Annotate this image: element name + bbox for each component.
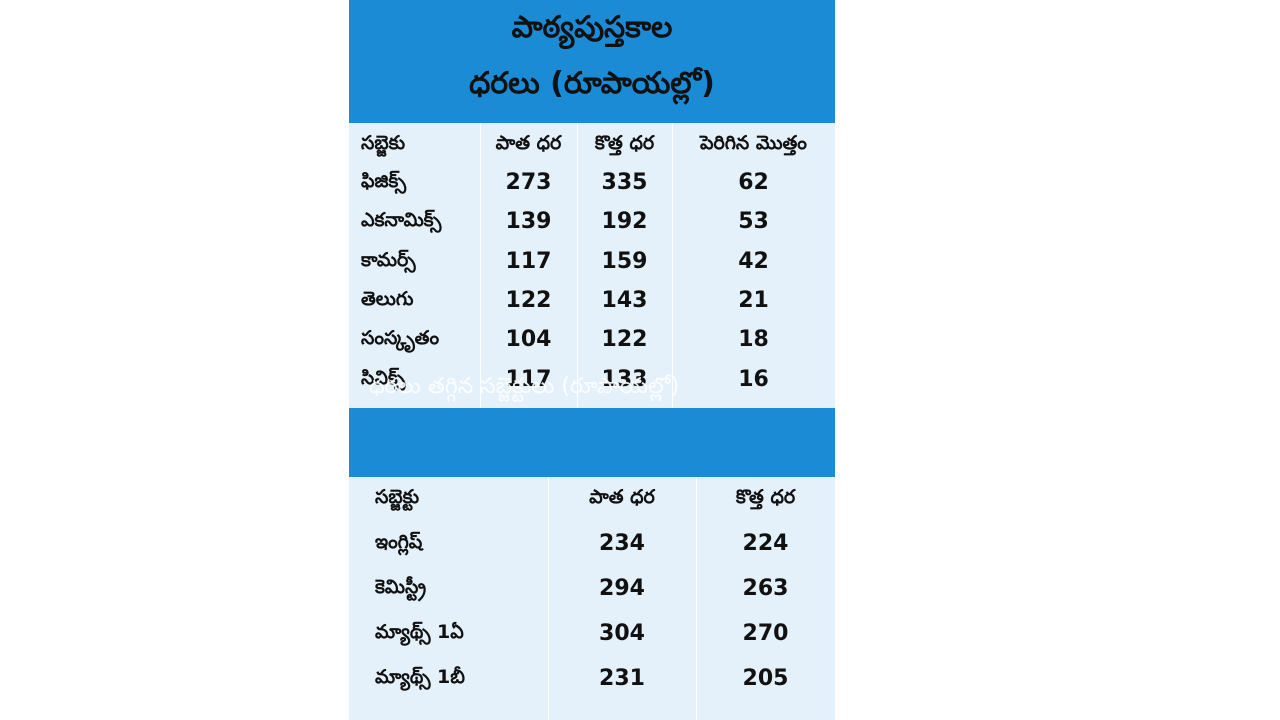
- cell-value: 104: [505, 327, 552, 353]
- column-line: [480, 123, 481, 408]
- row-label: ఎకనామిక్స్: [361, 209, 442, 232]
- row-label: ఫిజిక్స్: [361, 170, 407, 192]
- cell-value: 122: [601, 327, 648, 353]
- cell-value: 18: [738, 327, 769, 353]
- title: పాఠ్యపుస్తకాల: [511, 10, 673, 45]
- column-line: [548, 477, 549, 720]
- cell-value: 117: [505, 366, 552, 392]
- cell-value: 231: [599, 666, 645, 691]
- cell-value: 21: [738, 287, 769, 313]
- title: ధరలు (రూపాయల్లో): [469, 66, 715, 101]
- row-label: కామర్స్: [361, 248, 416, 271]
- cell-value: 263: [742, 576, 789, 601]
- cell-value: 42: [738, 248, 769, 274]
- section-title: ధరలు తగ్గిన సబ్జెక్టులు (రూపాయల్లో): [369, 374, 680, 399]
- cell-value: 273: [505, 170, 552, 195]
- cell-value: 117: [505, 248, 552, 274]
- column-header: పాత ధర: [495, 132, 562, 154]
- cell-value: 224: [742, 531, 789, 556]
- cell-value: 270: [742, 621, 789, 646]
- column-header: కొత్త ధర: [735, 486, 796, 508]
- cell-value: 304: [599, 621, 645, 646]
- cell-value: 192: [601, 209, 648, 235]
- header-band: పాఠ్యపుస్తకాల ధరలు (రూపాయల్లో): [349, 0, 835, 123]
- column-header: సబ్జెక్టు: [375, 486, 420, 508]
- cell-value: 335: [601, 170, 648, 195]
- row-label: సివిక్స్: [361, 366, 406, 389]
- row-label: సంస్కృతం: [361, 327, 440, 350]
- row-label: మ్యాథ్స్ 1ఏ: [375, 621, 464, 643]
- column-line: [696, 477, 697, 720]
- section-band: [349, 408, 835, 477]
- row-label: కెమిస్ట్రీ: [375, 576, 427, 598]
- column-line: [672, 123, 673, 408]
- cell-value: 133: [601, 366, 648, 392]
- cell-value: 234: [599, 531, 645, 556]
- cell-value: 143: [601, 287, 648, 313]
- cell-value: 62: [738, 170, 769, 195]
- row-label: ఇంగ్లిష్: [375, 531, 423, 553]
- cell-value: 205: [742, 666, 789, 691]
- cell-value: 122: [505, 287, 552, 313]
- column-header: సబ్జెకు: [361, 132, 406, 154]
- column-header: కొత్త ధర: [594, 132, 655, 154]
- infographic: పాఠ్యపుస్తకాల ధరలు (రూపాయల్లో) సబ్జెకు పా…: [349, 0, 835, 720]
- cell-value: 139: [505, 209, 552, 235]
- row-label: మ్యాథ్స్ 1బీ: [375, 666, 465, 688]
- cell-value: 16: [738, 366, 769, 392]
- cell-value: 294: [599, 576, 645, 601]
- cell-value: 159: [601, 248, 648, 274]
- column-line: [577, 123, 578, 408]
- column-header: పెరిగిన మొత్తం: [700, 132, 807, 154]
- row-label: తెలుగు: [361, 287, 414, 310]
- column-header: పాత ధర: [589, 486, 655, 508]
- cell-value: 53: [738, 209, 769, 235]
